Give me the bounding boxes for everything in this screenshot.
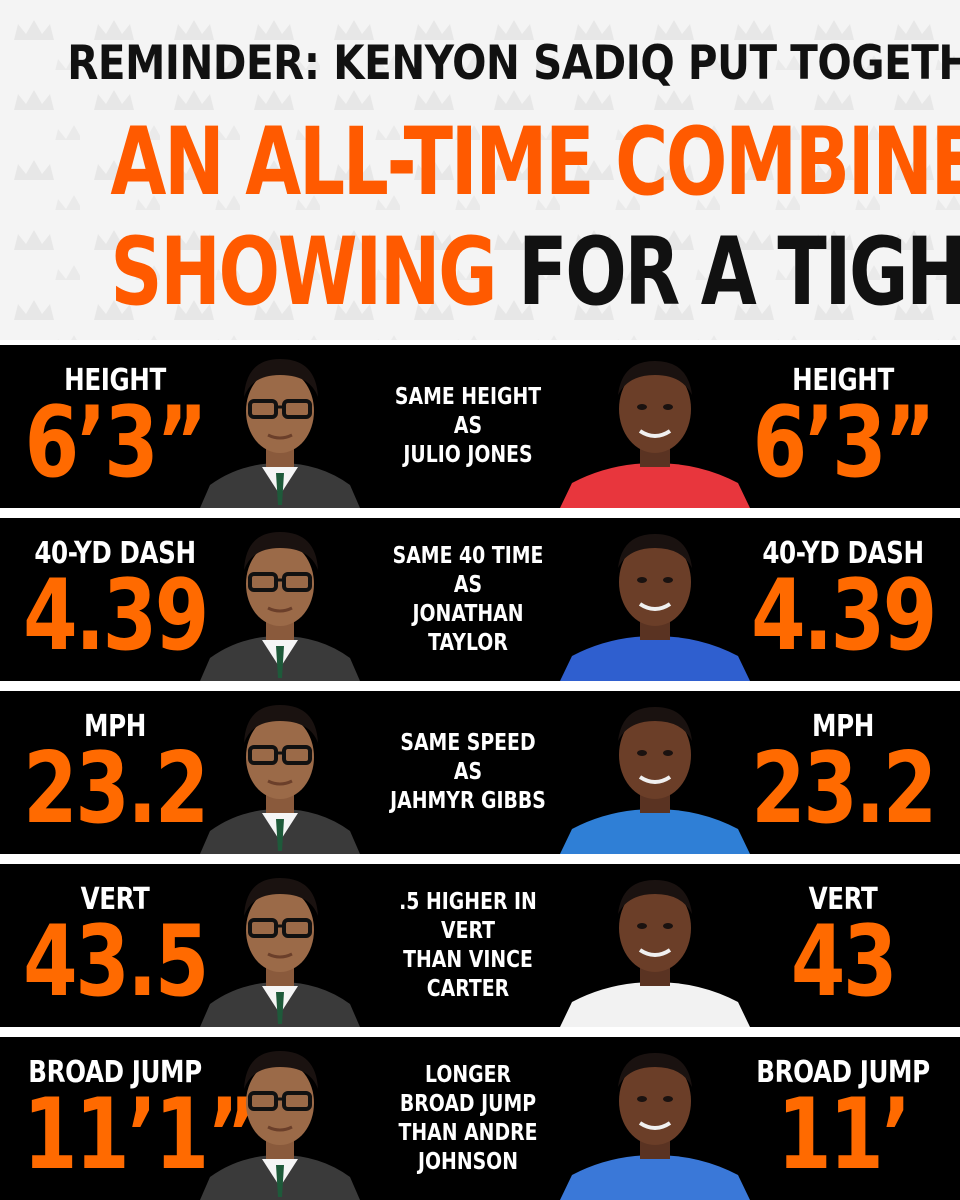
comparison-caption: SAME SPEED AS JAHMYR GIBBS — [390, 730, 546, 814]
comparison-stat: VERT 43 — [728, 864, 958, 1027]
comparison-stat: BROAD JUMP 11’ — [728, 1037, 958, 1200]
headline-banner: REMINDER: KENYON SADIQ PUT TOGETHER AN A… — [0, 0, 960, 340]
player-photo — [200, 864, 360, 1027]
comparison-text: .5 HIGHER IN VERT THAN VINCE CARTER — [368, 864, 568, 1027]
comparison-text: SAME HEIGHT AS JULIO JONES — [368, 345, 568, 508]
headline-line-2: AN ALL-TIME COMBINE — [110, 108, 960, 217]
comparison-athlete-photo — [560, 1037, 750, 1200]
comparison-stat-value: 4.39 — [751, 559, 937, 673]
player-stat: MPH 23.2 — [0, 691, 230, 854]
comparison-athlete-photo — [560, 345, 750, 508]
player-stat-value: 6’3” — [24, 386, 208, 500]
player-stat: 40-YD DASH 4.39 — [0, 518, 230, 681]
player-stat-label: VERT — [80, 882, 150, 917]
player-photo — [200, 691, 360, 854]
comparison-stat-value: 23.2 — [751, 732, 937, 846]
player-stat-label: 40-YD DASH — [34, 536, 196, 571]
player-stat-value: 4.39 — [23, 559, 209, 673]
comparison-stat: HEIGHT 6’3” — [728, 345, 958, 508]
comparison-caption: LONGER BROAD JUMP THAN ANDRE JOHNSON — [398, 1061, 538, 1175]
comparison-caption: .5 HIGHER IN VERT THAN VINCE CARTER — [399, 888, 537, 1002]
player-stat-label: MPH — [84, 709, 146, 744]
comparison-athlete-photo — [560, 518, 750, 681]
comparison-stat-label: MPH — [812, 709, 874, 744]
player-stat-value: 11’1” — [23, 1078, 258, 1192]
comparison-text: LONGER BROAD JUMP THAN ANDRE JOHNSON — [368, 1037, 568, 1200]
comparison-athlete-photo — [560, 691, 750, 854]
headline-line-3: SHOWING FOR A TIGHT END — [110, 218, 960, 327]
player-photo — [200, 518, 360, 681]
comparison-athlete-photo — [560, 864, 750, 1027]
player-photo — [200, 345, 360, 508]
player-stat-label: HEIGHT — [64, 363, 166, 398]
comparison-caption: SAME HEIGHT AS JULIO JONES — [394, 384, 542, 468]
player-stat: BROAD JUMP 11’1” — [0, 1037, 258, 1200]
comparison-stat-label: 40-YD DASH — [762, 536, 924, 571]
comparison-caption: SAME 40 TIME AS JONATHAN TAYLOR — [392, 542, 544, 656]
comparison-row: 40-YD DASH 4.39 SAME 40 TIME AS JONATHAN T… — [0, 518, 960, 681]
crown-pattern-background — [0, 0, 960, 340]
headline-rest: FOR A TIGHT END — [518, 218, 960, 327]
comparison-text: SAME 40 TIME AS JONATHAN TAYLOR — [368, 518, 568, 681]
player-photo — [200, 1037, 360, 1200]
comparison-row: MPH 23.2 SAME SPEED AS JAHMYR GIBBS MPH 23.2 — [0, 691, 960, 854]
comparison-row: VERT 43.5.5 HIGHER IN VERT THAN VINCE CAR… — [0, 864, 960, 1027]
comparison-stat: 40-YD DASH 4.39 — [728, 518, 958, 681]
comparison-stat-value: 43 — [790, 905, 898, 1019]
comparison-stat: MPH 23.2 — [728, 691, 958, 854]
comparison-row: HEIGHT 6’3” SAME HEIGHT AS JULIO JONES HEIG… — [0, 345, 960, 508]
comparison-text: SAME SPEED AS JAHMYR GIBBS — [368, 691, 568, 854]
comparison-stat-value: 6’3” — [752, 386, 936, 500]
comparison-stat-label: HEIGHT — [792, 363, 894, 398]
player-stat-value: 43.5 — [23, 905, 209, 1019]
player-stat-value: 23.2 — [23, 732, 209, 846]
headline-highlight-word: SHOWING — [110, 218, 497, 327]
player-stat-label: BROAD JUMP — [28, 1055, 202, 1090]
comparison-rows: HEIGHT 6’3” SAME HEIGHT AS JULIO JONES HEIG… — [0, 345, 960, 1200]
comparison-stat-value: 11’ — [777, 1078, 911, 1192]
player-stat: VERT 43.5 — [0, 864, 230, 1027]
comparison-stat-label: VERT — [808, 882, 878, 917]
comparison-stat-label: BROAD JUMP — [756, 1055, 930, 1090]
comparison-row: BROAD JUMP 11’1” LONGER BROAD JUMP THAN AN… — [0, 1037, 960, 1200]
headline-line-1: REMINDER: KENYON SADIQ PUT TOGETHER — [67, 36, 960, 91]
player-stat: HEIGHT 6’3” — [0, 345, 230, 508]
